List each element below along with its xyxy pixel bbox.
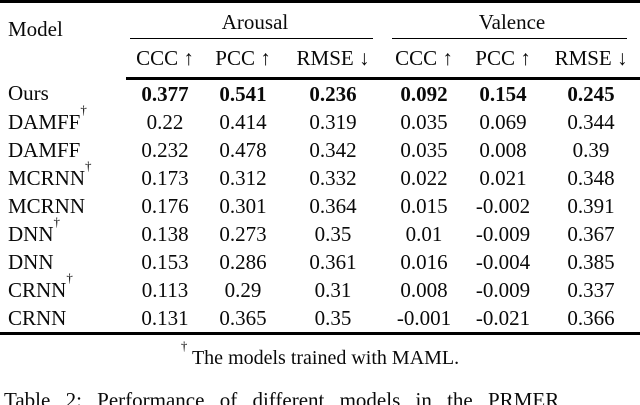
- dagger-icon: †: [85, 158, 92, 173]
- metric-value-cell: 0.092: [400, 82, 448, 106]
- metric-value-cell: 0.035: [400, 138, 448, 162]
- metric-value-cell: 0.22: [146, 110, 184, 134]
- metric-value-cell: 0.021: [479, 166, 527, 190]
- metric-value-cell: 0.236: [309, 82, 357, 106]
- metric-value-cell: -0.002: [475, 194, 531, 218]
- metric-value-cell: 0.016: [400, 250, 448, 274]
- group-header-valence: Valence: [384, 2, 640, 39]
- column-header-valence-pcc: PCC ↑: [464, 39, 543, 80]
- column-header-model: Model: [8, 17, 63, 42]
- metric-value-cell: 0.391: [567, 194, 615, 218]
- table-row: DNN 0.153 0.286 0.361 0.016 -0.004 0.385: [0, 248, 640, 276]
- metric-value-cell: 0.35: [314, 222, 352, 246]
- group-label-valence: Valence: [478, 10, 546, 34]
- metric-value-cell: 0.365: [219, 306, 267, 330]
- metric-value-cell: 0.332: [309, 166, 357, 190]
- column-header-valence-rmse: RMSE ↓: [542, 39, 640, 80]
- group-header-row: Model Arousal Valence: [0, 2, 640, 41]
- metric-value-cell: 0.015: [400, 194, 448, 218]
- metric-value-cell: 0.364: [309, 194, 357, 218]
- metric-value-cell: -0.009: [475, 222, 531, 246]
- table-row: DAMFF 0.232 0.478 0.342 0.035 0.008 0.39: [0, 136, 640, 164]
- metric-value-cell: 0.414: [219, 110, 267, 134]
- valence-cmidrule: [392, 38, 628, 39]
- metric-value-cell: 0.301: [219, 194, 267, 218]
- metric-value-cell: 0.29: [224, 278, 262, 302]
- dagger-icon: †: [180, 338, 188, 354]
- metric-value-cell: 0.366: [567, 306, 615, 330]
- metric-header-row: CCC ↑ PCC ↑ RMSE ↓ CCC ↑ PCC ↑ RMSE ↓: [0, 39, 640, 80]
- group-label-arousal: Arousal: [221, 10, 289, 34]
- metric-value-cell: 0.035: [400, 110, 448, 134]
- metric-value-cell: 0.245: [567, 82, 615, 106]
- metric-value-cell: 0.385: [567, 250, 615, 274]
- metric-value-cell: 0.273: [219, 222, 267, 246]
- group-header-arousal: Arousal: [126, 2, 384, 39]
- table-row: CRNN† 0.113 0.29 0.31 0.008 -0.009 0.337: [0, 270, 640, 304]
- model-name-cell: DAMFF: [8, 138, 81, 162]
- metric-value-cell: 0.377: [141, 82, 189, 106]
- metric-value-cell: -0.021: [475, 306, 531, 330]
- column-header-arousal-ccc: CCC ↑: [126, 39, 204, 80]
- metric-value-cell: 0.154: [479, 82, 527, 106]
- metric-value-cell: 0.337: [567, 278, 615, 302]
- metric-value-cell: 0.173: [141, 166, 189, 190]
- model-name-cell: DNN†: [8, 214, 60, 246]
- metric-value-cell: 0.541: [219, 82, 267, 106]
- metric-value-cell: 0.348: [567, 166, 615, 190]
- model-name-cell: DAMFF†: [8, 102, 87, 134]
- metric-value-cell: 0.113: [141, 278, 189, 302]
- metric-value-cell: 0.312: [219, 166, 267, 190]
- column-header-arousal-pcc: PCC ↑: [204, 39, 282, 80]
- table-caption: Table 2: Performance of different models…: [4, 388, 560, 405]
- metric-value-cell: 0.01: [405, 222, 443, 246]
- metric-value-cell: 0.153: [141, 250, 189, 274]
- metric-value-cell: -0.004: [475, 250, 531, 274]
- metric-value-cell: 0.008: [400, 278, 448, 302]
- model-name-cell: CRNN†: [8, 270, 73, 302]
- results-table: Model Arousal Valence CCC ↑ PCC ↑ RMSE ↓…: [0, 0, 640, 335]
- metric-value-cell: 0.319: [309, 110, 357, 134]
- metric-value-cell: 0.39: [572, 138, 610, 162]
- metric-value-cell: 0.138: [141, 222, 189, 246]
- metric-value-cell: 0.286: [219, 250, 267, 274]
- table-row: CRNN 0.131 0.365 0.35 -0.001 -0.021 0.366: [0, 304, 640, 334]
- metric-value-cell: 0.35: [314, 306, 352, 330]
- metric-value-cell: 0.361: [309, 250, 357, 274]
- model-name-cell: CRNN: [8, 306, 67, 330]
- table-row: MCRNN† 0.173 0.312 0.332 0.022 0.021 0.348: [0, 158, 640, 192]
- model-name-cell: DNN: [8, 250, 54, 274]
- metric-value-cell: 0.31: [314, 278, 352, 302]
- footnote-text: The models trained with MAML.: [191, 347, 460, 369]
- metric-value-cell: 0.131: [141, 306, 189, 330]
- column-header-arousal-rmse: RMSE ↓: [282, 39, 385, 80]
- metric-value-cell: 0.342: [309, 138, 357, 162]
- metric-value-cell: 0.022: [400, 166, 448, 190]
- dagger-icon: †: [66, 270, 73, 285]
- model-name-cell: MCRNN: [8, 194, 86, 218]
- metric-value-cell: 0.367: [567, 222, 615, 246]
- model-name-cell: MCRNN†: [8, 158, 92, 190]
- column-header-valence-ccc: CCC ↑: [384, 39, 465, 80]
- metric-value-cell: 0.344: [567, 110, 615, 134]
- table-body: Ours 0.377 0.541 0.236 0.092 0.154 0.245 DAMFF†…: [0, 79, 640, 334]
- metric-value-cell: 0.232: [141, 138, 189, 162]
- arousal-cmidrule: [130, 38, 374, 39]
- metric-value-cell: 0.478: [219, 138, 267, 162]
- dagger-icon: †: [53, 214, 61, 229]
- metric-value-cell: -0.001: [396, 306, 452, 330]
- table-row: DNN† 0.138 0.273 0.35 0.01 -0.009 0.367: [0, 214, 640, 248]
- table-footnote: † The models trained with MAML.: [0, 339, 640, 371]
- table-row: MCRNN 0.176 0.301 0.364 0.015 -0.002 0.391: [0, 192, 640, 220]
- metric-value-cell: 0.069: [479, 110, 527, 134]
- table-row: Ours 0.377 0.541 0.236 0.092 0.154 0.245: [0, 79, 640, 109]
- model-name-cell: Ours: [8, 81, 49, 106]
- table-row: DAMFF† 0.22 0.414 0.319 0.035 0.069 0.344: [0, 102, 640, 136]
- metric-value-cell: 0.008: [479, 138, 527, 162]
- metric-value-cell: -0.009: [475, 278, 531, 302]
- metric-value-cell: 0.176: [141, 194, 189, 218]
- dagger-icon: †: [80, 102, 87, 117]
